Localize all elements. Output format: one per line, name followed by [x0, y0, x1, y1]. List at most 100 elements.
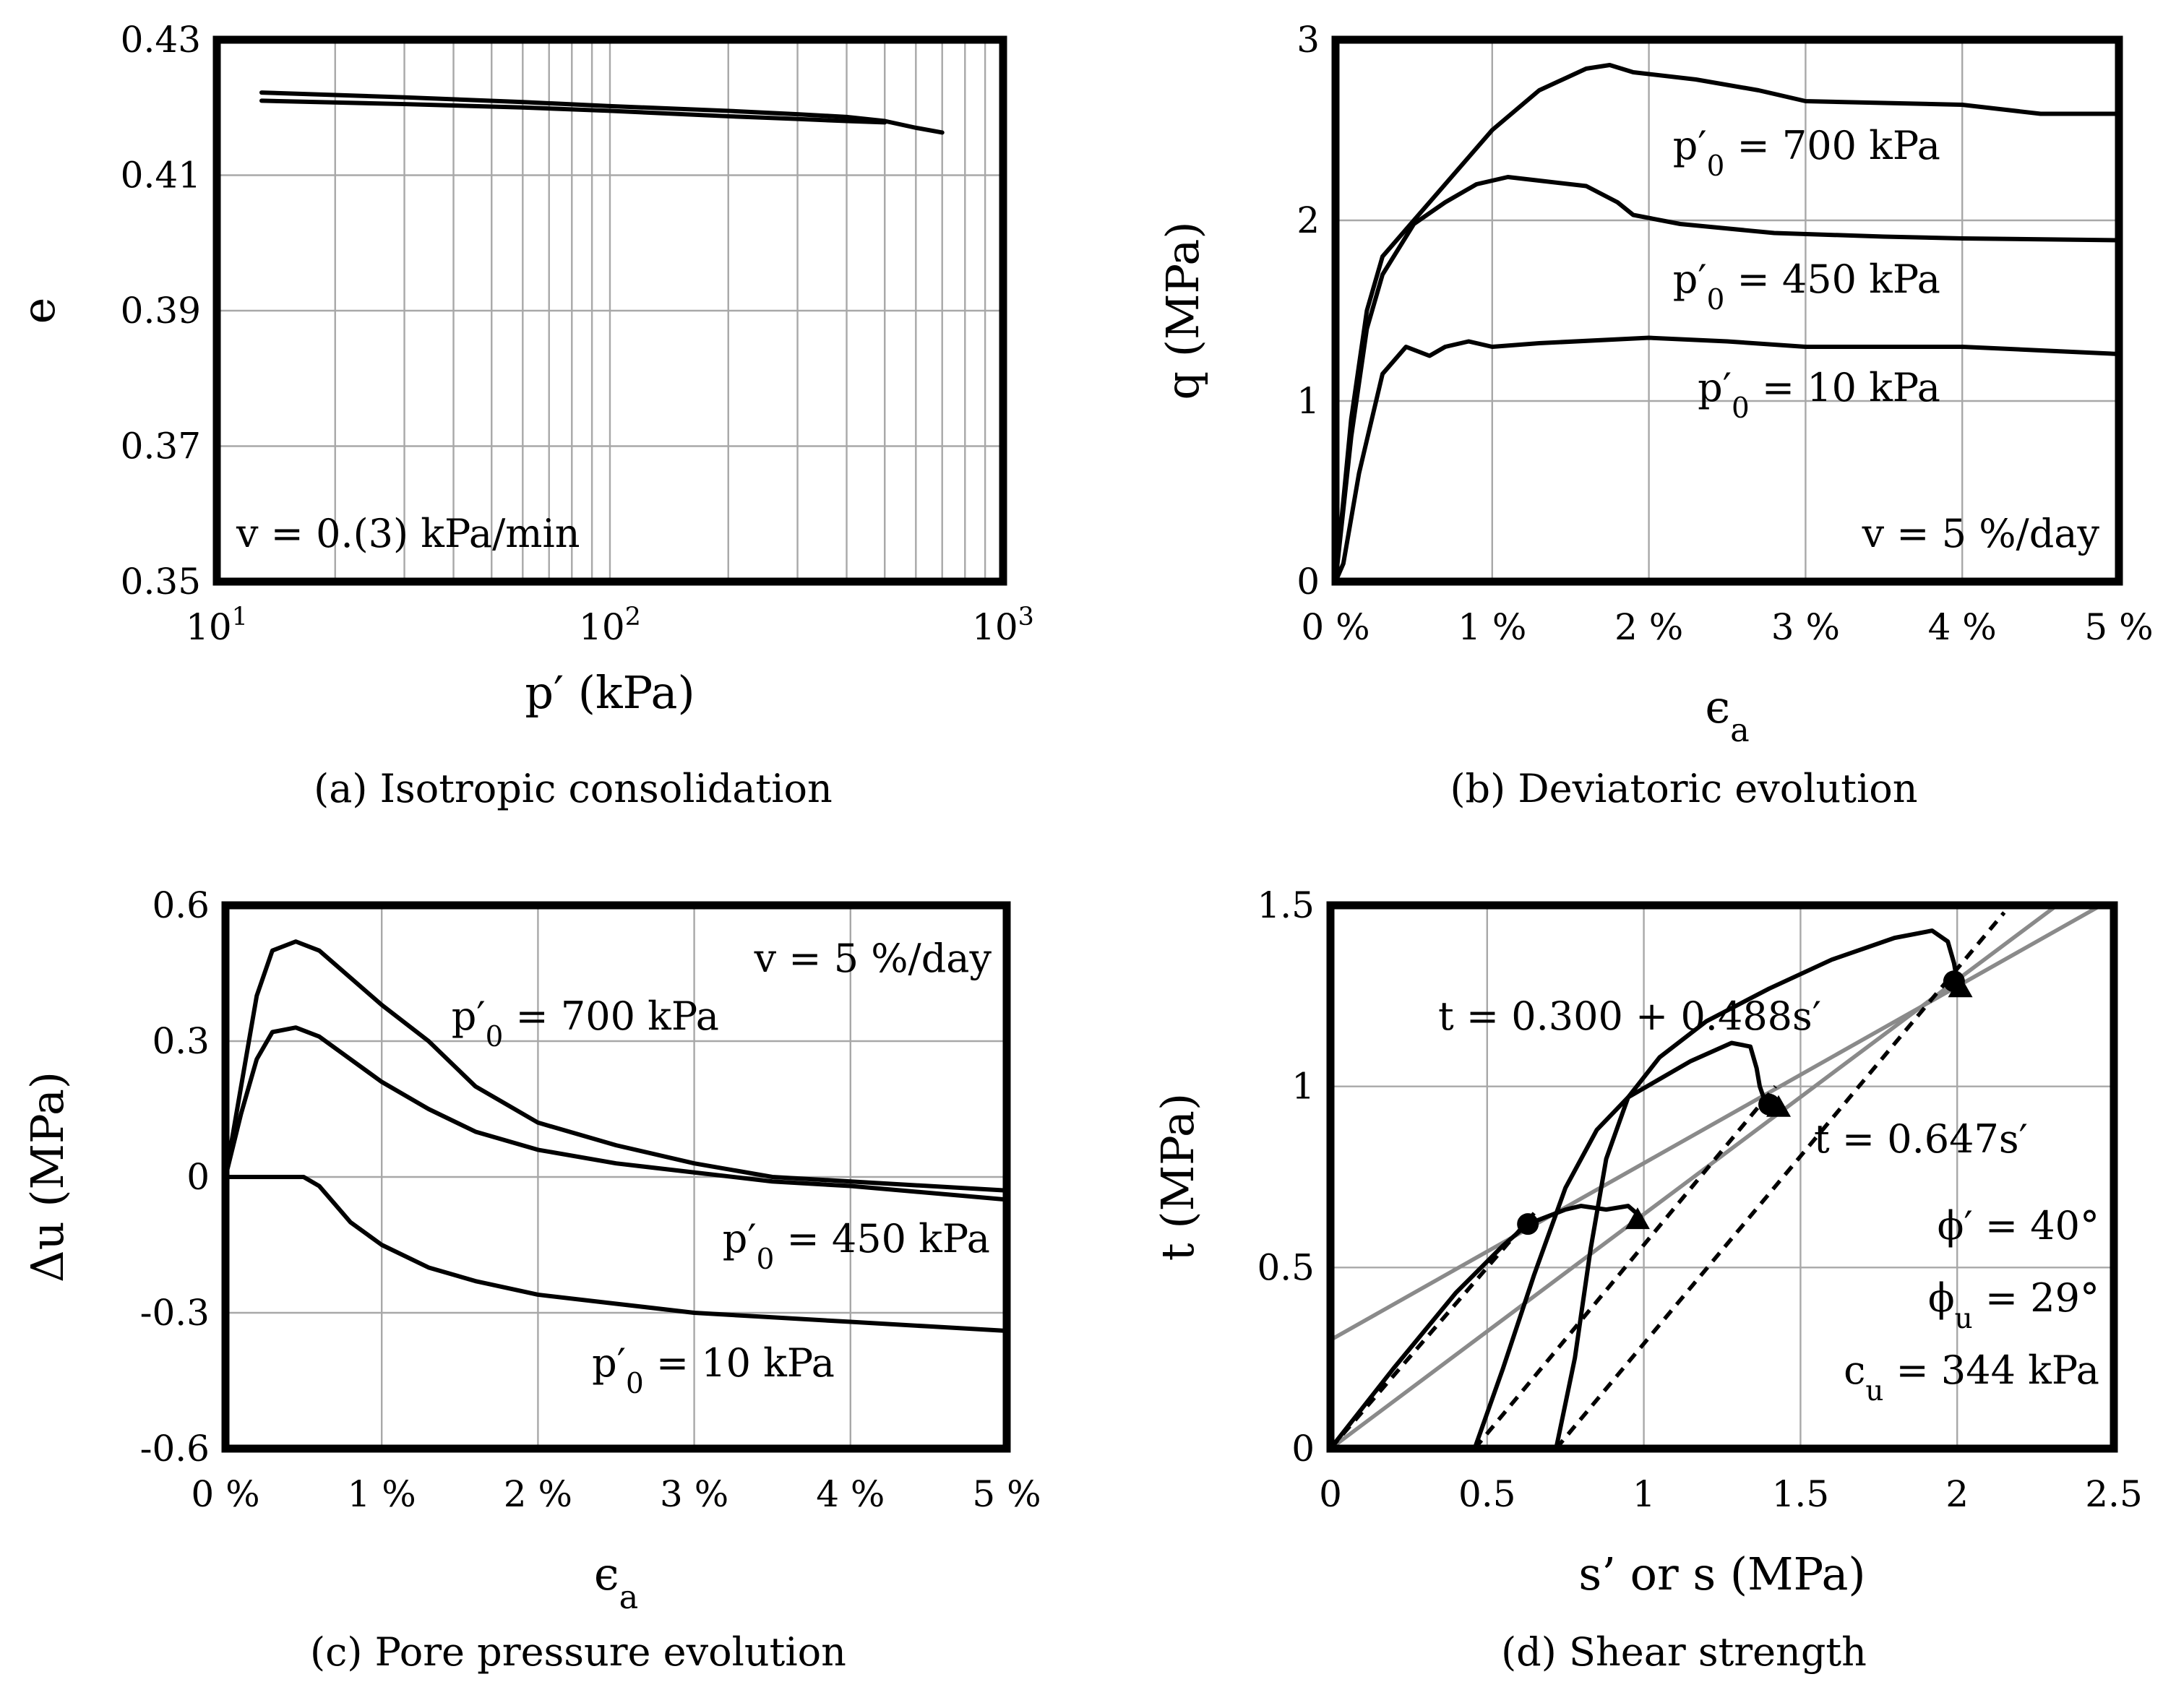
plot-area — [259, 90, 945, 135]
panel-d-shear-strength: 0 0.5 1 1.5 2 2.5 0 0.5 1 1.5 s’ or s (MPa) t (MPa)… — [1151, 884, 2143, 1675]
x-tick-label: 3 % — [660, 1473, 728, 1515]
x-tick-label: 4 % — [816, 1473, 885, 1515]
circle-marker — [1517, 1213, 1539, 1235]
x-axis-label: p′ (kPa) — [525, 666, 695, 719]
x-axis-label: ϵa — [594, 1548, 638, 1616]
fit-annotation-2: t = 0.647s′ — [1814, 1116, 2028, 1162]
y-tick-label: 0.3 — [152, 1020, 210, 1062]
x-tick-label: 5 % — [972, 1473, 1041, 1515]
grid — [1334, 38, 2120, 583]
y-tick-label: 1 — [1291, 1066, 1315, 1108]
figure-caption: (a) Isotropic consolidation — [314, 766, 833, 811]
undrained-angle-annotation: ϕu = 29° — [1928, 1275, 2099, 1335]
y-tick-label: 0.43 — [121, 19, 201, 61]
dashed-line — [1330, 1212, 1536, 1449]
series-line-3 — [259, 98, 887, 125]
x-tick-label: 2.5 — [2085, 1473, 2143, 1515]
rate-annotation: v = 5 %/day — [1862, 511, 2100, 556]
panel-c-pore-pressure-evolution: 0 % 1 % 2 % 3 % 4 % 5 % -0.6 -0.3 0 0.3 0.6 ϵa Δu (M… — [21, 884, 1041, 1675]
y-tick-label: 0.35 — [121, 561, 201, 603]
x-tick-label: 102 — [579, 603, 641, 648]
plot-area — [1336, 63, 2119, 582]
friction-angle-annotation: ϕ′ = 40° — [1938, 1203, 2099, 1248]
x-tick-label: 0 — [1319, 1473, 1342, 1515]
y-tick-label: 0.6 — [152, 884, 210, 926]
x-tick-label: 1 % — [1458, 606, 1526, 648]
figure-caption: (c) Pore pressure evolution — [310, 1629, 846, 1675]
y-tick-label: 0 — [1296, 561, 1320, 603]
x-tick-label: 1 % — [348, 1473, 416, 1515]
y-tick-label: 1.5 — [1257, 884, 1315, 926]
x-axis-label: ϵa — [1705, 681, 1749, 749]
panel-b-deviatoric-evolution: 0 % 1 % 2 % 3 % 4 % 5 % 0 1 2 3 ϵa q (MPa) p′0 = 700… — [1156, 19, 2154, 811]
x-tick-label: 2 — [1945, 1473, 1969, 1515]
series-line-2 — [225, 1025, 1007, 1202]
panel-a-isotropic-consolidation: 101 102 103 0.35 0.37 0.39 0.41 0.43 p′ (kPa) e v … — [12, 19, 1034, 811]
fit-line — [1330, 905, 2105, 1342]
figure-caption: (d) Shear strength — [1501, 1629, 1867, 1675]
x-tick-label: 1.5 — [1772, 1473, 1830, 1515]
fit-annotation-1: t = 0.300 + 0.488s′ — [1438, 993, 1821, 1039]
series-line-2 — [1336, 175, 2119, 582]
fit-line — [1330, 905, 2060, 1449]
x-tick-label: 1 — [1633, 1473, 1656, 1515]
y-tick-label: 0 — [186, 1156, 210, 1198]
series-label-700: p′0 = 700 kPa — [452, 993, 719, 1053]
plot-frame — [221, 901, 1011, 1453]
plot-area — [1330, 905, 2105, 1449]
undrained-strength-annotation: cu = 344 kPa — [1844, 1347, 2099, 1407]
series-line-1 — [225, 939, 1007, 1193]
y-tick-label: 0.39 — [121, 290, 201, 332]
y-axis-label: q (MPa) — [1156, 221, 1209, 400]
y-tick-label: 0.5 — [1257, 1246, 1315, 1288]
plot-area — [225, 939, 1007, 1334]
series-line-3 — [225, 1175, 1007, 1334]
y-axis-label: e — [12, 298, 65, 324]
series-line-2 — [1472, 1040, 1768, 1449]
y-axis-label: t (MPa) — [1151, 1093, 1204, 1261]
x-tick-label: 4 % — [1928, 606, 1997, 648]
series-label-700: p′0 = 700 kPa — [1673, 123, 1940, 183]
series-line-3 — [1336, 335, 2119, 582]
dashed-line — [1473, 1084, 1777, 1449]
series-line-1 — [1330, 1204, 1643, 1449]
rate-annotation: v = 0.(3) kPa/min — [236, 511, 580, 556]
triangle-marker — [1625, 1207, 1650, 1230]
plot-frame — [212, 35, 1007, 586]
plot-frame — [1326, 901, 2118, 1453]
y-tick-label: 3 — [1296, 19, 1320, 61]
x-tick-label: 0.5 — [1458, 1473, 1516, 1515]
y-tick-label: 0.41 — [121, 155, 201, 197]
y-tick-label: 0 — [1291, 1428, 1315, 1470]
series-label-10: p′0 = 10 kPa — [592, 1340, 835, 1400]
x-tick-label: 103 — [972, 603, 1034, 648]
dashed-line — [1554, 911, 2006, 1449]
triangle-marker — [1948, 975, 1973, 998]
x-axis-label: s’ or s (MPa) — [1578, 1548, 1865, 1600]
y-axis-label: Δu (MPa) — [21, 1071, 74, 1282]
rate-annotation: v = 5 %/day — [754, 936, 992, 981]
x-tick-label: 101 — [186, 603, 248, 648]
x-tick-label: 2 % — [504, 1473, 572, 1515]
series-line-3 — [1554, 928, 1960, 1449]
y-tick-label: 1 — [1296, 380, 1320, 422]
plot-frame — [1331, 35, 2123, 586]
series-label-450: p′0 = 450 kPa — [723, 1216, 990, 1276]
figure-caption: (b) Deviatoric evolution — [1450, 766, 1917, 811]
x-tick-label: 0 % — [1301, 606, 1369, 648]
x-tick-label: 0 % — [191, 1473, 259, 1515]
x-tick-label: 2 % — [1614, 606, 1683, 648]
x-tick-label: 3 % — [1771, 606, 1840, 648]
y-tick-label: -0.3 — [140, 1292, 210, 1334]
series-label-450: p′0 = 450 kPa — [1673, 256, 1940, 316]
series-line-1 — [259, 90, 887, 124]
series-line-2 — [882, 118, 945, 135]
y-tick-label: 2 — [1296, 199, 1320, 241]
series-label-10: p′0 = 10 kPa — [1698, 365, 1940, 425]
triangle-marker — [1766, 1095, 1792, 1117]
series-line-1 — [1336, 63, 2119, 582]
x-tick-label: 5 % — [2084, 606, 2153, 648]
y-tick-label: -0.6 — [140, 1428, 210, 1470]
y-tick-label: 0.37 — [121, 426, 201, 467]
